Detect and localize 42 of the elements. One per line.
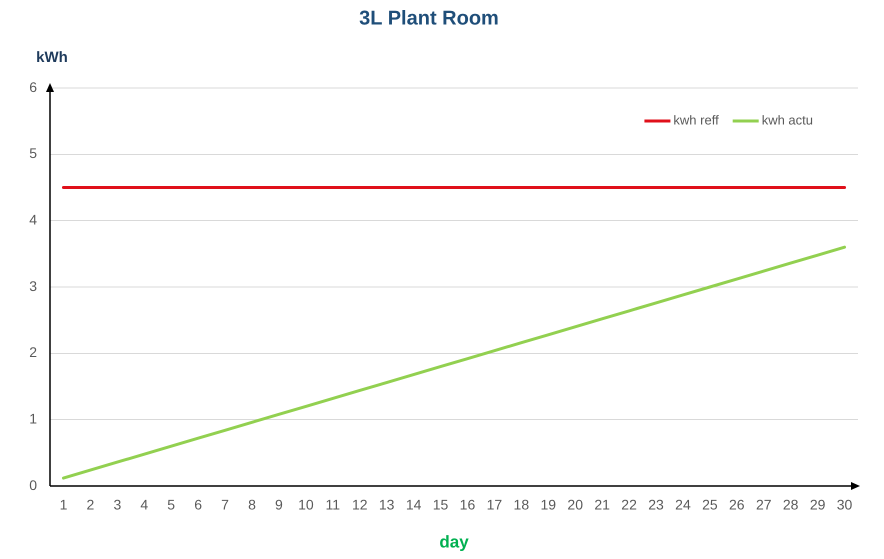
- x-tick-label: 7: [221, 496, 230, 512]
- x-tick-label: 28: [782, 496, 799, 512]
- x-tick-label: 29: [810, 496, 826, 512]
- x-tick-label: 15: [432, 496, 449, 512]
- x-tick-label: 19: [540, 496, 556, 512]
- y-tick-label: 0: [29, 476, 38, 493]
- chart-title: 3L Plant Room: [359, 8, 499, 30]
- x-tick-label: 21: [594, 496, 610, 512]
- x-tick-label: 11: [326, 496, 340, 512]
- x-tick-label: 27: [756, 496, 772, 512]
- x-tick-label: 30: [836, 496, 853, 512]
- x-tick-label: 4: [140, 496, 148, 512]
- y-tick-label: 5: [29, 145, 38, 162]
- x-tick-label: 10: [298, 496, 314, 512]
- x-tick-label: 18: [514, 496, 530, 512]
- x-tick-label: 16: [460, 496, 476, 512]
- x-tick-label: 14: [406, 496, 422, 512]
- x-tick-label: 24: [675, 496, 691, 512]
- y-tick-label: 4: [29, 212, 38, 228]
- x-tick-label: 23: [648, 496, 664, 512]
- x-tick-label: 6: [194, 496, 202, 512]
- x-axis-title: day: [439, 532, 470, 552]
- y-tick-label: 3: [29, 278, 38, 294]
- x-tick-label: 1: [60, 496, 68, 512]
- x-tick-label: 8: [248, 496, 256, 512]
- x-tick-label: 13: [378, 496, 395, 512]
- legend-label: kwh actu: [762, 112, 814, 128]
- x-tick-label: 25: [702, 496, 718, 512]
- x-tick-label: 3: [113, 496, 122, 512]
- x-tick-label: 12: [352, 496, 368, 512]
- y-tick-label: 2: [29, 344, 38, 360]
- x-tick-label: 20: [567, 496, 584, 512]
- x-tick-label: 2: [86, 496, 94, 512]
- y-tick-label: 1: [29, 410, 38, 427]
- y-tick-label: 6: [29, 78, 38, 95]
- x-tick-label: 26: [729, 496, 745, 512]
- x-tick-label: 17: [486, 496, 502, 512]
- x-tick-label: 9: [275, 496, 284, 512]
- x-tick-label: 5: [167, 496, 176, 512]
- x-tick-label: 22: [621, 496, 638, 512]
- y-axis-title: kWh: [36, 49, 68, 66]
- legend-label: kwh reff: [673, 112, 720, 128]
